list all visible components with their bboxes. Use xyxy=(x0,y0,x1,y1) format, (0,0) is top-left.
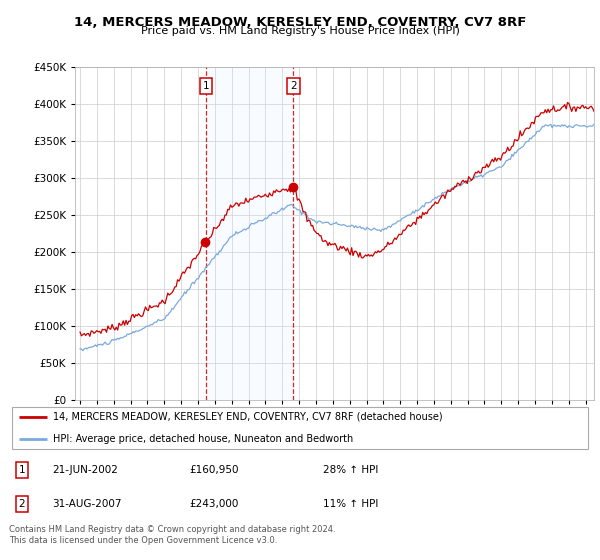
Text: 2: 2 xyxy=(19,499,25,509)
Text: 11% ↑ HPI: 11% ↑ HPI xyxy=(323,499,379,509)
Text: HPI: Average price, detached house, Nuneaton and Bedworth: HPI: Average price, detached house, Nune… xyxy=(53,434,353,444)
FancyBboxPatch shape xyxy=(12,407,588,449)
Text: 1: 1 xyxy=(19,465,25,475)
Text: 21-JUN-2002: 21-JUN-2002 xyxy=(53,465,119,475)
Text: 14, MERCERS MEADOW, KERESLEY END, COVENTRY, CV7 8RF: 14, MERCERS MEADOW, KERESLEY END, COVENT… xyxy=(74,16,526,29)
Text: Price paid vs. HM Land Registry's House Price Index (HPI): Price paid vs. HM Land Registry's House … xyxy=(140,26,460,36)
Text: 2: 2 xyxy=(290,81,296,91)
Text: 31-AUG-2007: 31-AUG-2007 xyxy=(53,499,122,509)
Text: 14, MERCERS MEADOW, KERESLEY END, COVENTRY, CV7 8RF (detached house): 14, MERCERS MEADOW, KERESLEY END, COVENT… xyxy=(53,412,442,422)
Text: £243,000: £243,000 xyxy=(190,499,239,509)
Text: £160,950: £160,950 xyxy=(190,465,239,475)
Text: 1: 1 xyxy=(203,81,209,91)
Text: 28% ↑ HPI: 28% ↑ HPI xyxy=(323,465,379,475)
Text: Contains HM Land Registry data © Crown copyright and database right 2024.
This d: Contains HM Land Registry data © Crown c… xyxy=(9,525,335,545)
